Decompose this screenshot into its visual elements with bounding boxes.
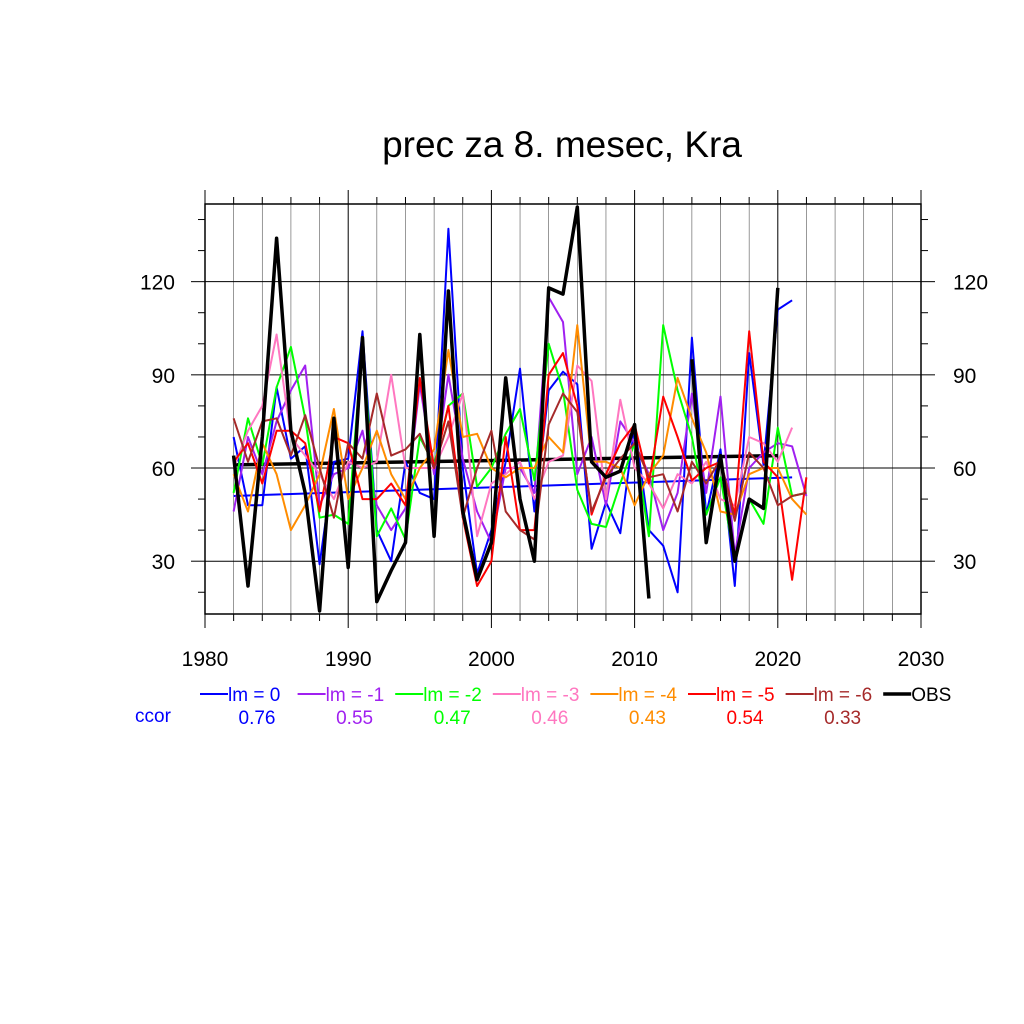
legend-label: lm = -3: [521, 685, 580, 706]
y-tick-label-right: 60: [953, 458, 976, 481]
chart-title: prec za 8. mesec, Kra: [382, 124, 742, 165]
y-tick-label-left: 60: [152, 458, 175, 481]
legend-ccor-value: 0.46: [531, 708, 568, 729]
series-line: [231, 205, 780, 613]
plot-frame: [204, 203, 922, 615]
series-line: [232, 324, 807, 563]
x-tick-label: 2000: [468, 648, 515, 671]
legend-ccor-value: 0.33: [824, 708, 861, 729]
legend-label: lm = -2: [423, 685, 482, 706]
y-tick-label-right: 30: [953, 551, 976, 574]
y-tick-label-right: 90: [953, 365, 976, 388]
x-tick-label: 2010: [611, 648, 658, 671]
y-tick-label-right: 120: [953, 272, 988, 295]
legend-ccor-value: 0.54: [727, 708, 764, 729]
y-tick-labels: 30 30 60 60 90 90 120 120: [140, 272, 988, 575]
series-lines: [231, 205, 808, 613]
legend-label: lm = -1: [326, 685, 385, 706]
legend-label: lm = 0: [228, 685, 280, 706]
ccor-label: ccor: [135, 706, 172, 727]
y-tick-label-left: 120: [140, 272, 175, 295]
axis-ticks: [191, 190, 935, 628]
y-tick-label-left: 30: [152, 551, 175, 574]
legend-ccor-value: 0.55: [336, 708, 373, 729]
legend-ccor-value: 0.47: [434, 708, 471, 729]
x-tick-label: 1980: [182, 648, 229, 671]
legend-label: lm = -4: [618, 685, 677, 706]
legend-label: lm = -6: [814, 685, 873, 706]
legend-ccor-value: 0.43: [629, 708, 666, 729]
x-tick-labels: 1980 1990 2000 2010 2020 2030: [182, 648, 945, 671]
x-tick-label: 2030: [898, 648, 945, 671]
legend-label: lm = -5: [716, 685, 775, 706]
legend-ccor-value: 0.76: [239, 708, 276, 729]
x-tick-label: 1990: [325, 648, 372, 671]
y-tick-label-left: 90: [152, 365, 175, 388]
series-line: [232, 324, 808, 532]
legend-label: OBS: [911, 685, 951, 706]
x-tick-label: 2020: [754, 648, 801, 671]
